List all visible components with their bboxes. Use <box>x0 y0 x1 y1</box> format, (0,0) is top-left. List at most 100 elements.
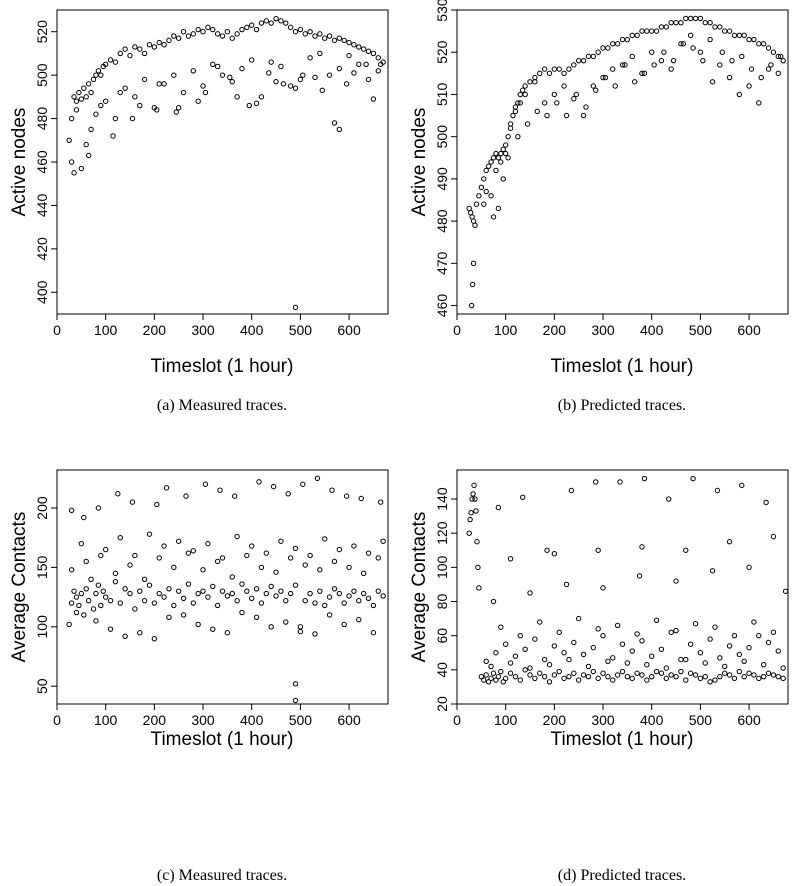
scatter-point <box>600 45 606 51</box>
scatter-point <box>253 100 260 107</box>
y-tick-label: 100 <box>434 555 450 579</box>
scatter-point <box>624 36 631 43</box>
x-tick-label: 0 <box>453 712 461 728</box>
scatter-point <box>515 133 521 140</box>
scatter-point <box>137 588 143 594</box>
scatter-point <box>93 618 99 624</box>
scatter-point <box>541 66 548 72</box>
y-tick-label: 80 <box>434 594 450 610</box>
scatter-point <box>175 588 182 594</box>
scatter-point <box>156 39 162 46</box>
scatter-point <box>326 612 333 618</box>
scatter-point <box>649 653 655 659</box>
scatter-point <box>573 91 579 98</box>
scatter-point <box>717 24 723 30</box>
scatter-point <box>522 667 528 673</box>
scatter-point <box>605 658 611 664</box>
scatter-point <box>370 96 377 102</box>
x-tick-label: 500 <box>289 322 313 338</box>
scatter-point <box>76 602 82 609</box>
scatter-point <box>541 100 548 106</box>
scatter-point <box>322 536 328 542</box>
scatter-point <box>541 673 548 680</box>
scatter-point <box>639 672 645 678</box>
scatter-point <box>200 588 206 594</box>
scatter-point <box>619 36 626 43</box>
x-tick-label: 300 <box>591 712 615 728</box>
scatter-point <box>610 677 616 683</box>
scatter-point <box>351 543 357 549</box>
scatter-point <box>336 126 343 133</box>
scatter-point <box>775 53 781 60</box>
scatter-point <box>283 597 289 604</box>
scatter-point <box>663 675 670 682</box>
scatter-point <box>631 79 638 85</box>
scatter-point <box>166 37 172 44</box>
scatter-point <box>653 668 660 675</box>
scatter-point <box>668 629 674 635</box>
scatter-point <box>678 19 684 26</box>
scatter-point <box>71 588 77 594</box>
scatter-point <box>322 602 328 609</box>
scatter-point <box>649 49 655 55</box>
scatter-point <box>263 18 270 24</box>
scatter-point <box>500 679 506 685</box>
scatter-point <box>307 55 313 61</box>
x-tick-label: 400 <box>240 712 264 728</box>
scatter-point <box>568 487 575 494</box>
scatter-point <box>227 74 233 81</box>
scatter-point <box>605 673 611 680</box>
caption-a: (a) Measured traces. <box>157 397 287 414</box>
scatter-point <box>132 606 138 612</box>
scatter-point <box>726 672 733 678</box>
scatter-point <box>283 20 289 26</box>
scatter-point <box>98 72 104 78</box>
scatter-point <box>712 624 718 630</box>
scatter-point <box>580 57 587 64</box>
scatter-point <box>312 74 318 81</box>
scatter-point <box>76 89 82 96</box>
scatter-point <box>634 631 640 637</box>
scatter-point <box>658 646 665 653</box>
scatter-point <box>658 24 665 30</box>
scatter-point <box>190 600 196 606</box>
scatter-point <box>556 629 562 635</box>
scatter-point <box>673 673 679 680</box>
scatter-point <box>709 568 716 574</box>
scatter-point <box>68 567 75 573</box>
scatter-point <box>151 600 158 606</box>
scatter-point <box>653 28 660 34</box>
scatter-point <box>746 36 752 43</box>
scatter-point <box>644 677 650 683</box>
scatter-point <box>141 597 148 604</box>
panel-b: 460 470 480 490 500 510 520 530 0 100 200 300 400 50… <box>409 0 789 414</box>
scatter-point <box>780 665 786 671</box>
scatter-point <box>95 505 102 511</box>
scatter-point <box>520 87 526 93</box>
scatter-point <box>595 626 601 632</box>
scatter-point <box>266 70 272 76</box>
x-tick-label: 500 <box>289 712 313 728</box>
y-tick-label: 510 <box>434 83 450 107</box>
scatter-point <box>619 62 626 68</box>
scatter-point <box>751 619 757 625</box>
scatter-point <box>270 483 277 490</box>
y-tick-label: 460 <box>34 150 50 174</box>
scatter-point <box>156 81 162 87</box>
scatter-point <box>363 61 369 67</box>
scatter-point <box>370 630 377 636</box>
scatter-point <box>258 564 265 571</box>
scatter-point <box>268 583 274 590</box>
scatter-point <box>673 578 679 584</box>
scatter-point <box>175 35 182 41</box>
scatter-point <box>336 35 343 41</box>
scatter-point <box>687 670 694 676</box>
scatter-point <box>127 52 133 59</box>
scatter-point <box>185 550 192 556</box>
scatter-point <box>137 46 143 52</box>
scatter-point <box>175 538 182 544</box>
scatter-point <box>312 600 318 606</box>
scatter-point <box>73 609 80 616</box>
scatter-point <box>470 260 477 267</box>
scatter-point <box>729 57 735 64</box>
